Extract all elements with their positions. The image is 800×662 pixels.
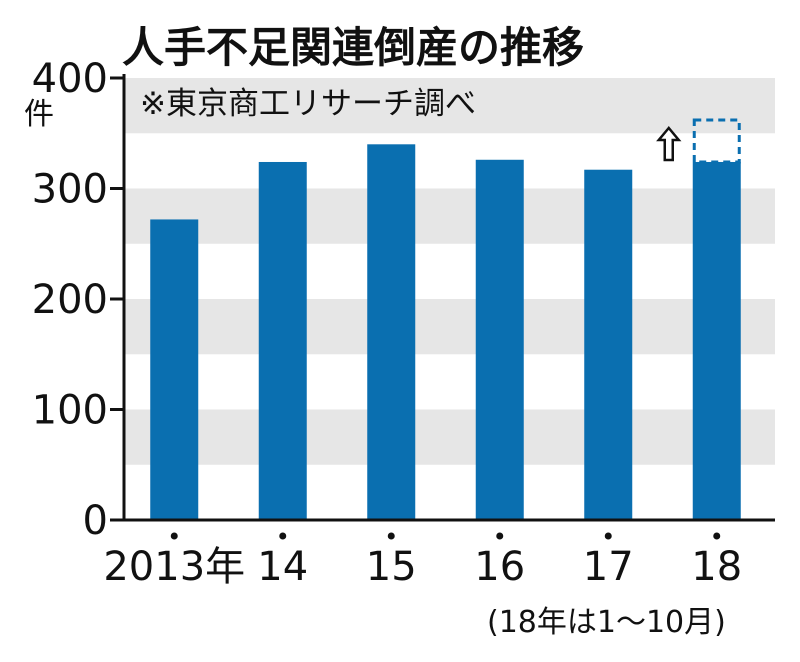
x-tick-label: 2013年 xyxy=(103,544,245,590)
axes: 0 100 200 300 400 2013年 14 15 16 17 18 xyxy=(32,56,775,590)
y-tick-label: 200 xyxy=(32,277,108,323)
bar-17 xyxy=(584,169,633,520)
y-tick-label: 0 xyxy=(83,498,108,544)
bar-14 xyxy=(258,161,307,521)
x-tick-dot xyxy=(279,532,287,540)
grid-bands xyxy=(124,78,775,465)
y-axis-unit: 件 xyxy=(24,97,54,132)
grid-band xyxy=(124,78,775,134)
bars xyxy=(150,118,741,521)
x-tick-label: 18 xyxy=(691,544,742,590)
y-tick-label: 100 xyxy=(32,388,108,434)
x-tick-dot xyxy=(170,532,178,540)
grid-band xyxy=(124,188,775,244)
bar-2013年 xyxy=(150,219,199,520)
partial-period-note: (18年は1〜10月) xyxy=(487,605,726,640)
bar-16 xyxy=(475,159,524,520)
source-note: ※東京商工リサーチ調べ xyxy=(140,86,476,122)
up-arrow-icon xyxy=(656,126,682,162)
x-tick-dot xyxy=(604,532,612,540)
projected-bar-outline xyxy=(692,118,741,164)
bar-15 xyxy=(367,144,416,521)
y-tick-label: 300 xyxy=(32,167,108,213)
grid-band xyxy=(124,299,775,355)
x-tick-dot xyxy=(713,532,721,540)
x-tick-label: 15 xyxy=(366,544,417,590)
y-tick-label: 400 xyxy=(32,56,108,102)
x-tick-label: 16 xyxy=(474,544,525,590)
grid-band xyxy=(124,409,775,465)
x-tick-label: 14 xyxy=(257,544,308,590)
bar-18 xyxy=(692,161,741,521)
x-tick-label: 17 xyxy=(583,544,634,590)
chart-title: 人手不足関連倒産の推移 xyxy=(122,23,584,72)
x-tick-dot xyxy=(496,532,504,540)
x-tick-dot xyxy=(387,532,395,540)
